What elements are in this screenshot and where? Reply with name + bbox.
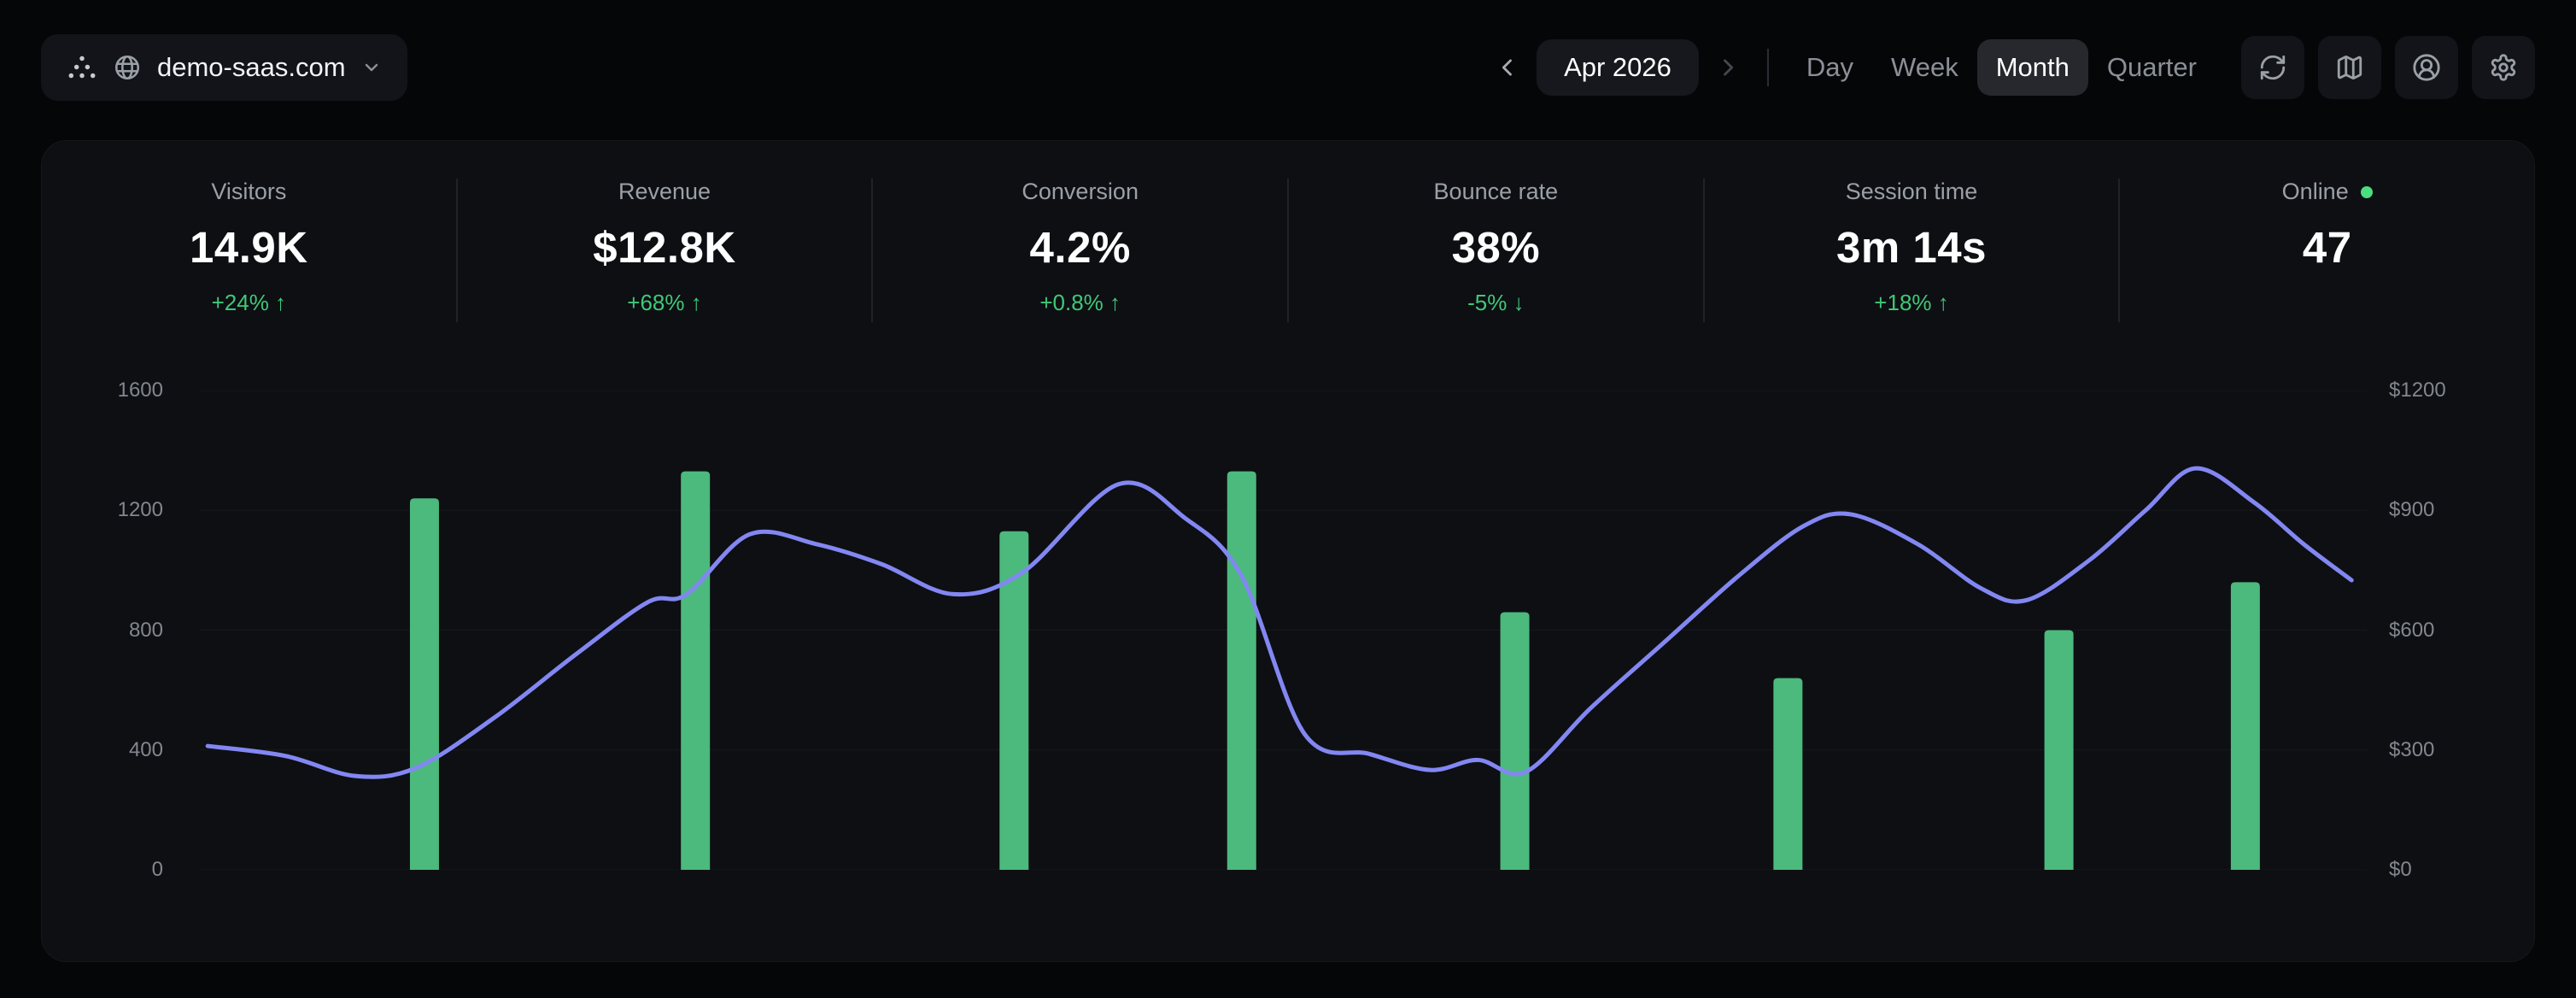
axis-tick-label: 800	[128, 618, 163, 642]
gear-icon	[2491, 54, 2516, 81]
stat-revenue: Revenue $12.8K +68% ↑	[458, 179, 872, 322]
settings-button[interactable]	[2472, 36, 2535, 99]
refresh-icon	[2260, 55, 2286, 80]
site-selector[interactable]: demo-saas.com	[41, 34, 407, 101]
stat-session-time: Session time 3m 14s +18% ↑	[1705, 179, 2119, 322]
axis-tick-label: $300	[2389, 737, 2435, 761]
axis-tick-label: 0	[151, 858, 163, 881]
revenue-line	[205, 466, 2354, 779]
stat-value: 3m 14s	[1836, 223, 1988, 272]
stat-label: Bounce rate	[1433, 179, 1559, 204]
stat-value: 4.2%	[1029, 223, 1131, 272]
logo-icon	[67, 52, 97, 83]
chart-plot	[199, 390, 2367, 871]
stat-value: 14.9K	[190, 223, 308, 272]
map-icon	[2337, 56, 2362, 79]
stat-label: Visitors	[211, 179, 287, 204]
stat-value: 38%	[1451, 223, 1541, 272]
online-dot	[2360, 185, 2373, 198]
stat-label: Revenue	[618, 179, 711, 204]
axis-tick-label: 1200	[117, 498, 163, 522]
range-tab-day[interactable]: Day	[1806, 52, 1854, 82]
map-button[interactable]	[2318, 36, 2381, 99]
stat-divider	[1702, 179, 1705, 322]
stat-value: $12.8K	[593, 223, 736, 272]
bar-6	[2044, 630, 2074, 870]
bar-5	[1773, 678, 1803, 870]
dashboard-card: Visitors 14.9K +24% ↑ Revenue $12.8K +68…	[41, 140, 2535, 962]
stat-delta: -5% ↓	[1467, 290, 1525, 315]
chevron-down-icon	[361, 57, 382, 78]
user-icon	[2413, 54, 2440, 81]
stat-divider	[2118, 179, 2121, 322]
stat-label: Online	[2281, 179, 2349, 204]
axis-tick-label: $600	[2389, 618, 2435, 642]
axis-tick-label: $0	[2389, 858, 2412, 881]
topbar: demo-saas.com Apr 2026 Day Week Month Qu…	[41, 34, 2535, 101]
stats-row: Visitors 14.9K +24% ↑ Revenue $12.8K +68…	[42, 179, 2534, 322]
axis-tick-label: $1200	[2389, 379, 2446, 402]
stat-delta: +68% ↑	[627, 290, 702, 315]
stat-delta: +0.8% ↑	[1039, 290, 1121, 315]
stat-divider	[455, 179, 458, 322]
topbar-divider	[1766, 49, 1769, 86]
combo-chart-svg	[199, 390, 2367, 871]
axis-tick-label: $900	[2389, 498, 2435, 522]
bar-4	[1500, 612, 1530, 870]
bar-1	[681, 471, 711, 870]
stat-delta: +18% ↑	[1874, 290, 1949, 315]
globe-icon	[113, 53, 142, 82]
stat-label: Conversion	[1022, 179, 1139, 204]
stat-conversion: Conversion 4.2% +0.8% ↑	[873, 179, 1287, 322]
chevron-right-icon	[1723, 59, 1733, 76]
stat-visitors: Visitors 14.9K +24% ↑	[42, 179, 456, 322]
chevron-left-icon	[1502, 59, 1512, 76]
stat-divider	[1287, 179, 1290, 322]
stat-divider	[871, 179, 874, 322]
range-tab-week[interactable]: Week	[1891, 52, 1958, 82]
site-name: demo-saas.com	[157, 52, 346, 82]
bar-3	[1227, 471, 1256, 870]
topbar-icon-group	[2241, 36, 2535, 99]
stat-bounce-rate: Bounce rate 38% -5% ↓	[1289, 179, 1703, 322]
topbar-controls: Apr 2026 Day Week Month Quarter	[1487, 36, 2535, 99]
chart-left-axis: 0 400 800 1200 1600	[67, 379, 163, 881]
account-button[interactable]	[2395, 36, 2458, 99]
chart: 0 400 800 1200 1600 $0 $300 $600 $900 $1200	[42, 379, 2534, 961]
stat-delta: +24% ↑	[211, 290, 287, 315]
range-tab-quarter[interactable]: Quarter	[2106, 52, 2197, 82]
range-tab-month[interactable]: Month	[1976, 39, 2088, 96]
stat-online: Online 47	[2120, 179, 2534, 322]
refresh-button[interactable]	[2241, 36, 2304, 99]
stat-value: 47	[2302, 223, 2352, 272]
axis-tick-label: 1600	[117, 379, 163, 402]
stat-label: Session time	[1845, 179, 1978, 204]
chart-right-axis: $0 $300 $600 $900 $1200	[2389, 379, 2500, 881]
period-selector[interactable]: Apr 2026	[1537, 39, 1699, 96]
bar-2	[999, 531, 1029, 870]
bar-7	[2230, 582, 2260, 870]
axis-tick-label: 400	[128, 737, 163, 761]
prev-period-button[interactable]	[1487, 47, 1528, 88]
bar-0	[409, 498, 439, 870]
next-period-button[interactable]	[1707, 47, 1748, 88]
